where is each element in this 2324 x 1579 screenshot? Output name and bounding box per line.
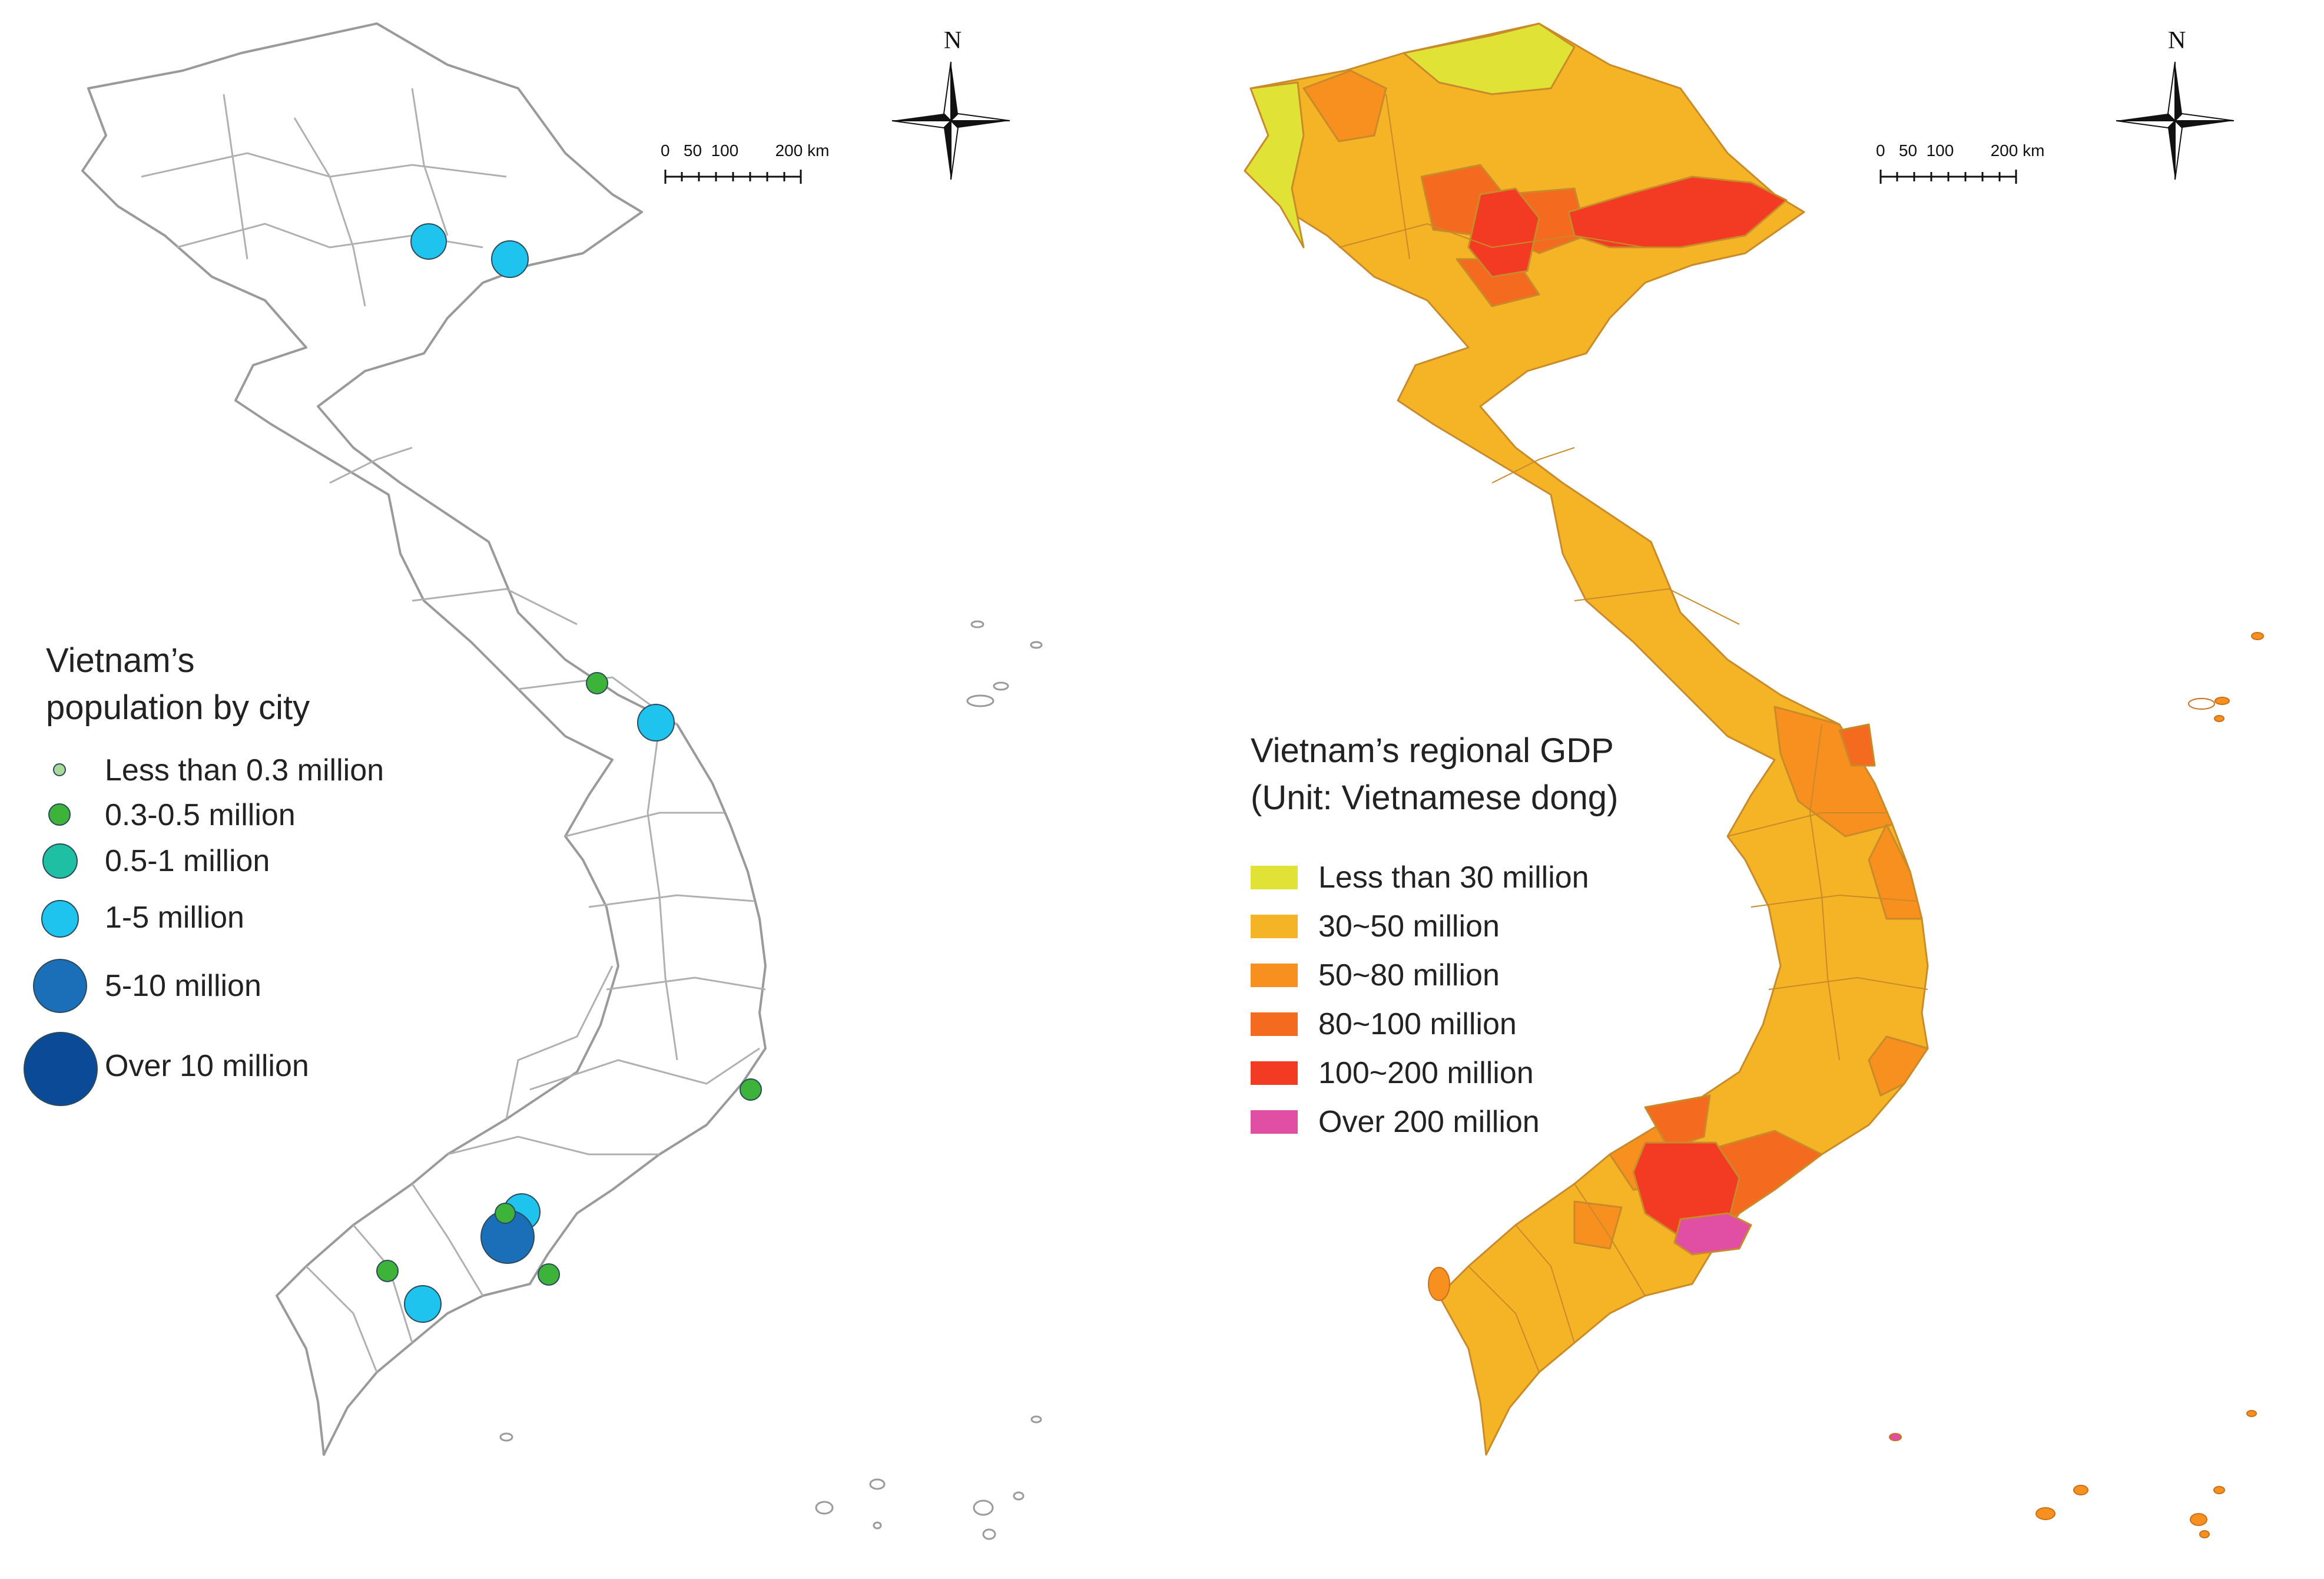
legend-label: 50~80 million: [1318, 958, 1500, 992]
city-markers: [376, 223, 762, 1323]
legend-swatch: [1251, 964, 1298, 987]
region-80-100-f: [1838, 723, 1876, 767]
region-50-80-c: [1868, 823, 1923, 920]
legend-dot-5-10: [33, 959, 87, 1013]
islands: [1428, 632, 2264, 1538]
legend-swatch: [1251, 1012, 1298, 1036]
legend-dot-0-3-0-5: [48, 803, 71, 826]
north-arrow-icon: [2116, 61, 2235, 180]
region-50-80-a: [1302, 69, 1387, 143]
city-marker-nhatrang: [740, 1078, 762, 1101]
scale-values: 0 50 100 200: [1876, 141, 2018, 160]
legend-swatch: [1251, 866, 1298, 889]
legend-item: 100~200 million: [1251, 1055, 1534, 1091]
legend-label: Over 200 million: [1318, 1105, 1540, 1139]
legend-swatch: [1251, 1110, 1298, 1134]
legend-label: Less than 30 million: [1318, 860, 1589, 895]
legend-dot-1-5: [41, 900, 79, 938]
region-80-100-e: [1644, 1094, 1711, 1150]
legend-title: Vietnam’s population by city: [46, 637, 310, 731]
gdp-map-panel: N 0 50 100 200 km Vietnam’s regional GDP…: [1162, 0, 2324, 1579]
legend-swatch: [1251, 1061, 1298, 1085]
legend-title-line2: population by city: [46, 688, 310, 727]
legend-title-line1: Vietnam’s regional GDP: [1251, 731, 1614, 770]
scale-values: 0 50 100 200: [661, 141, 803, 160]
scale-unit: km: [2023, 141, 2045, 160]
legend-item: Over 200 million: [1251, 1104, 1540, 1140]
scale-unit: km: [807, 141, 830, 160]
gdp-regions: [1244, 22, 1929, 1456]
legend-label: 0.5-1 million: [105, 844, 270, 878]
legend-item: Over 10 million: [105, 1048, 309, 1084]
city-marker-vungtau: [538, 1263, 560, 1286]
legend-label: Less than 0.3 million: [105, 753, 384, 787]
legend-label: 30~50 million: [1318, 909, 1500, 944]
scale-numbers: 0 50 100 200 km: [1876, 141, 2044, 160]
province-borders: [141, 88, 766, 1373]
vietnam-outline: [81, 22, 767, 1456]
scale-bar: [664, 170, 802, 184]
legend-item: 50~80 million: [1251, 958, 1500, 993]
north-label: N: [2168, 27, 2186, 54]
legend-label: 0.3-0.5 million: [105, 798, 296, 832]
city-marker-hanoi: [410, 223, 447, 260]
city-marker-danang: [637, 704, 675, 741]
legend-item: 5-10 million: [105, 968, 261, 1004]
legend-label: 5-10 million: [105, 969, 261, 1003]
province-borders: [1338, 94, 1928, 1373]
legend-label: 100~200 million: [1318, 1056, 1534, 1090]
legend-item: 0.5-1 million: [105, 843, 270, 879]
legend-dot-over-10: [24, 1032, 98, 1106]
legend-title: Vietnam’s regional GDP (Unit: Vietnamese…: [1251, 727, 1618, 822]
legend-dot-0-5-1: [42, 843, 78, 879]
legend-item: 80~100 million: [1251, 1007, 1517, 1042]
population-map-panel: N 0 50 100 200 km Vietnam’s population b…: [24, 22, 1043, 1540]
legend-label: 80~100 million: [1318, 1007, 1517, 1041]
islands: [499, 620, 1043, 1540]
legend-title-line1: Vietnam’s: [46, 641, 195, 680]
legend-item: 0.3-0.5 million: [105, 797, 296, 833]
legend-label: 1-5 million: [105, 901, 244, 935]
gdp-map: [1244, 22, 2264, 1538]
region-100-200-north: [1467, 187, 1540, 278]
region-100-200-northeast: [1567, 176, 1788, 249]
city-marker-hue: [586, 672, 608, 694]
legend-item: 30~50 million: [1251, 909, 1500, 944]
legend-dot-lt-0-3: [53, 763, 66, 776]
region-lt-30-west: [1244, 81, 1305, 249]
north-label: N: [944, 27, 962, 54]
scale-numbers: 0 50 100 200 km: [661, 141, 829, 160]
city-marker-longxuyen: [376, 1260, 399, 1282]
region-lt-30-north: [1403, 22, 1576, 95]
city-marker-haiphong: [491, 240, 529, 278]
legend-swatch: [1251, 915, 1298, 938]
legend-item: 1-5 million: [105, 900, 244, 935]
region-over-200: [1673, 1212, 1752, 1256]
legend-item: Less than 30 million: [1251, 860, 1589, 895]
legend-item: Less than 0.3 million: [105, 753, 384, 788]
city-marker-cantho: [404, 1285, 442, 1323]
region-30-50: [1244, 22, 1929, 1456]
north-arrow-icon: [891, 61, 1010, 180]
region-50-80-d: [1868, 1035, 1929, 1097]
scale-bar: [1879, 170, 2017, 184]
city-marker-thudaumot: [495, 1203, 516, 1224]
legend-title-line2: (Unit: Vietnamese dong): [1251, 779, 1619, 817]
population-map: [81, 22, 1043, 1540]
legend-label: Over 10 million: [105, 1049, 309, 1083]
